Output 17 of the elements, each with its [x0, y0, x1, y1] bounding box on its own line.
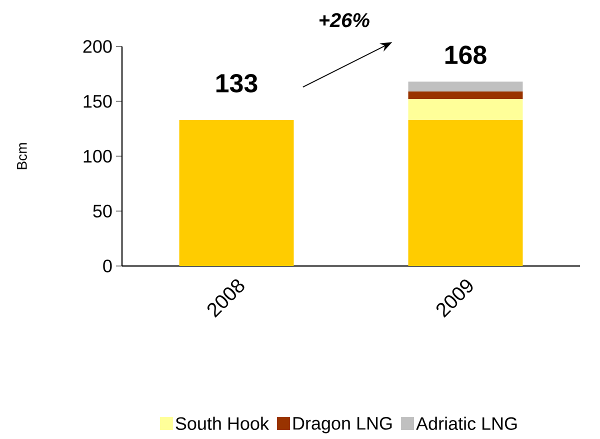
total-label: 168 — [445, 46, 486, 64]
y-tick-label: 50 — [93, 204, 112, 218]
legend-label: South Hook — [176, 416, 270, 430]
bar — [408, 91, 523, 100]
total-label: 133 — [216, 74, 258, 92]
legend-label: Adriatic LNG — [416, 416, 517, 430]
legend-label: Dragon LNG — [293, 416, 392, 434]
bar — [408, 120, 523, 266]
y-tick-label: 100 — [84, 150, 112, 163]
bar — [408, 82, 523, 92]
bar — [179, 120, 294, 266]
y-tick-label: 200 — [83, 40, 112, 53]
y-axis-title: Bcm — [17, 143, 27, 170]
y-tick-label: 150 — [84, 94, 112, 108]
text: +26% — [320, 13, 370, 28]
y-tick-label: 0 — [103, 260, 112, 272]
bar — [408, 99, 523, 120]
